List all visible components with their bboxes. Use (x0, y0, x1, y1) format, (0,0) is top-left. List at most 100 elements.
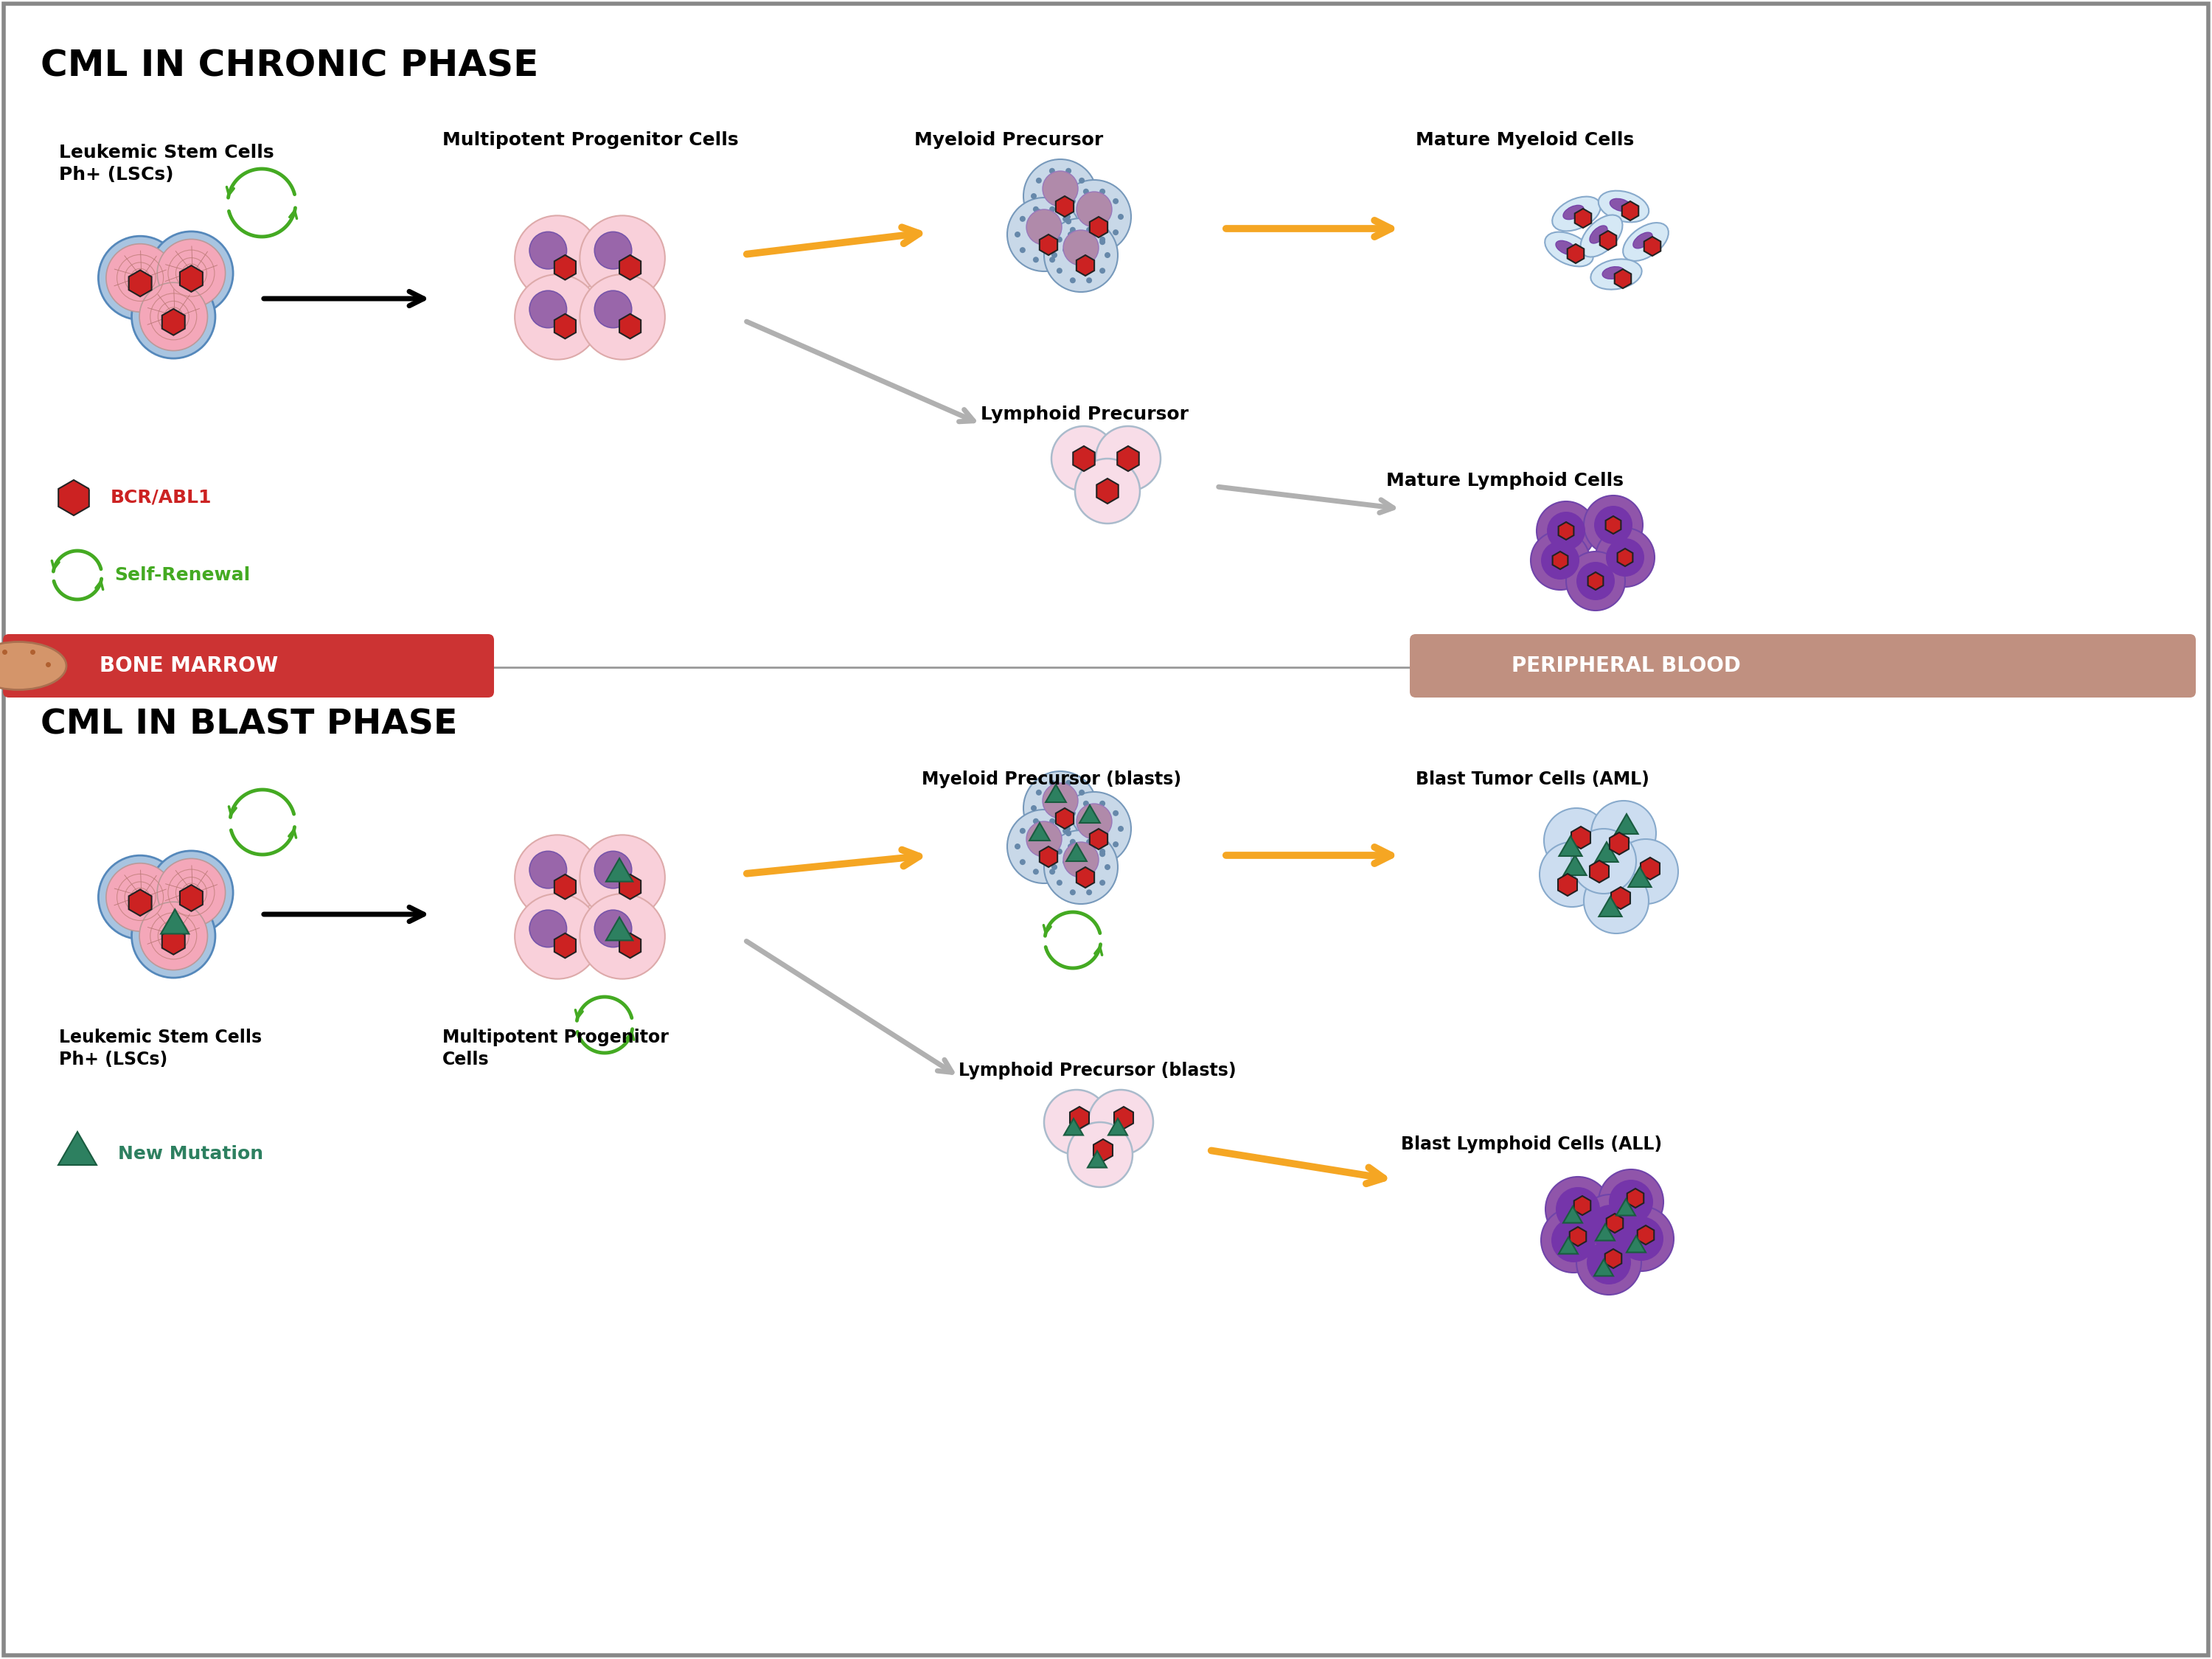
Polygon shape (1644, 237, 1661, 255)
Circle shape (1606, 538, 1644, 577)
Circle shape (1064, 843, 1099, 878)
Circle shape (580, 894, 666, 979)
Polygon shape (1046, 785, 1066, 803)
Text: Multipotent Progenitor
Cells: Multipotent Progenitor Cells (442, 1029, 668, 1068)
Circle shape (1020, 859, 1026, 864)
Text: Self-Renewal: Self-Renewal (115, 566, 250, 584)
FancyBboxPatch shape (4, 3, 2208, 1656)
Polygon shape (128, 889, 153, 916)
Circle shape (1042, 783, 1077, 818)
Circle shape (1048, 257, 1055, 262)
Text: Blast Tumor Cells (AML): Blast Tumor Cells (AML) (1416, 770, 1650, 788)
Circle shape (1546, 1176, 1610, 1241)
Polygon shape (1575, 209, 1590, 227)
Circle shape (1531, 531, 1590, 591)
Circle shape (1031, 192, 1037, 199)
Polygon shape (1595, 1259, 1613, 1276)
Circle shape (1595, 506, 1632, 544)
Circle shape (1051, 252, 1057, 259)
Circle shape (1099, 267, 1106, 274)
Circle shape (1033, 257, 1040, 262)
Polygon shape (1621, 201, 1639, 221)
Polygon shape (1088, 1151, 1106, 1168)
Ellipse shape (1564, 206, 1584, 219)
Text: New Mutation: New Mutation (117, 1145, 263, 1163)
Text: BCR/ABL1: BCR/ABL1 (111, 488, 212, 506)
Polygon shape (1029, 823, 1051, 841)
Circle shape (1084, 801, 1088, 806)
Polygon shape (1628, 1188, 1644, 1208)
Circle shape (1088, 1090, 1152, 1155)
Circle shape (1064, 826, 1071, 831)
Circle shape (1020, 216, 1026, 222)
Circle shape (1099, 237, 1106, 242)
Circle shape (1608, 1206, 1674, 1271)
Polygon shape (1071, 1107, 1088, 1128)
Circle shape (1064, 231, 1099, 265)
Circle shape (97, 236, 181, 320)
Polygon shape (1637, 1226, 1655, 1244)
Circle shape (1057, 267, 1062, 274)
Text: PERIPHERAL BLOOD: PERIPHERAL BLOOD (1511, 655, 1741, 677)
Polygon shape (58, 479, 88, 516)
Circle shape (1071, 841, 1075, 848)
Text: Lymphoid Precursor (blasts): Lymphoid Precursor (blasts) (958, 1062, 1237, 1080)
Circle shape (1051, 864, 1057, 869)
Circle shape (1066, 219, 1071, 224)
Circle shape (1086, 227, 1093, 232)
Circle shape (1084, 805, 1091, 811)
Circle shape (1066, 168, 1071, 174)
Polygon shape (1559, 523, 1573, 539)
Circle shape (529, 232, 566, 269)
Polygon shape (619, 314, 641, 338)
Circle shape (1599, 1170, 1663, 1234)
Circle shape (1584, 496, 1644, 554)
Circle shape (1079, 209, 1084, 214)
Circle shape (1117, 214, 1124, 219)
Circle shape (529, 851, 566, 888)
Polygon shape (1615, 269, 1630, 289)
Circle shape (1555, 1188, 1599, 1231)
Circle shape (1084, 192, 1091, 199)
Circle shape (1057, 179, 1130, 254)
Polygon shape (1575, 1196, 1590, 1214)
Circle shape (157, 239, 226, 307)
Circle shape (1595, 528, 1655, 587)
Circle shape (595, 911, 633, 947)
Circle shape (1566, 551, 1626, 611)
Polygon shape (1571, 1228, 1586, 1246)
Circle shape (529, 290, 566, 328)
Polygon shape (1115, 1107, 1133, 1128)
Polygon shape (128, 270, 153, 297)
Circle shape (1099, 801, 1106, 806)
Circle shape (1588, 1204, 1632, 1249)
Circle shape (580, 274, 666, 360)
Circle shape (150, 232, 232, 315)
Polygon shape (1606, 516, 1621, 534)
Polygon shape (1064, 1118, 1084, 1135)
Circle shape (515, 834, 599, 921)
Circle shape (1099, 189, 1106, 194)
Circle shape (1057, 791, 1130, 866)
Circle shape (157, 859, 226, 927)
Polygon shape (1108, 1118, 1128, 1135)
Polygon shape (1557, 874, 1577, 896)
Circle shape (580, 216, 666, 300)
Circle shape (1066, 780, 1071, 786)
Text: Multipotent Progenitor Cells: Multipotent Progenitor Cells (442, 131, 739, 149)
Circle shape (1048, 831, 1055, 836)
Text: Mature Lymphoid Cells: Mature Lymphoid Cells (1387, 471, 1624, 489)
Polygon shape (1097, 478, 1119, 504)
Text: Myeloid Precursor: Myeloid Precursor (914, 131, 1104, 149)
Polygon shape (1117, 446, 1139, 471)
Ellipse shape (1590, 226, 1608, 244)
Circle shape (1619, 1216, 1663, 1261)
Circle shape (515, 274, 599, 360)
Circle shape (1086, 839, 1093, 844)
Polygon shape (1564, 1206, 1582, 1223)
Circle shape (1095, 426, 1161, 491)
Circle shape (1113, 841, 1119, 848)
Circle shape (515, 894, 599, 979)
Text: Blast Lymphoid Cells (ALL): Blast Lymphoid Cells (ALL) (1400, 1135, 1661, 1153)
Ellipse shape (1632, 232, 1652, 249)
